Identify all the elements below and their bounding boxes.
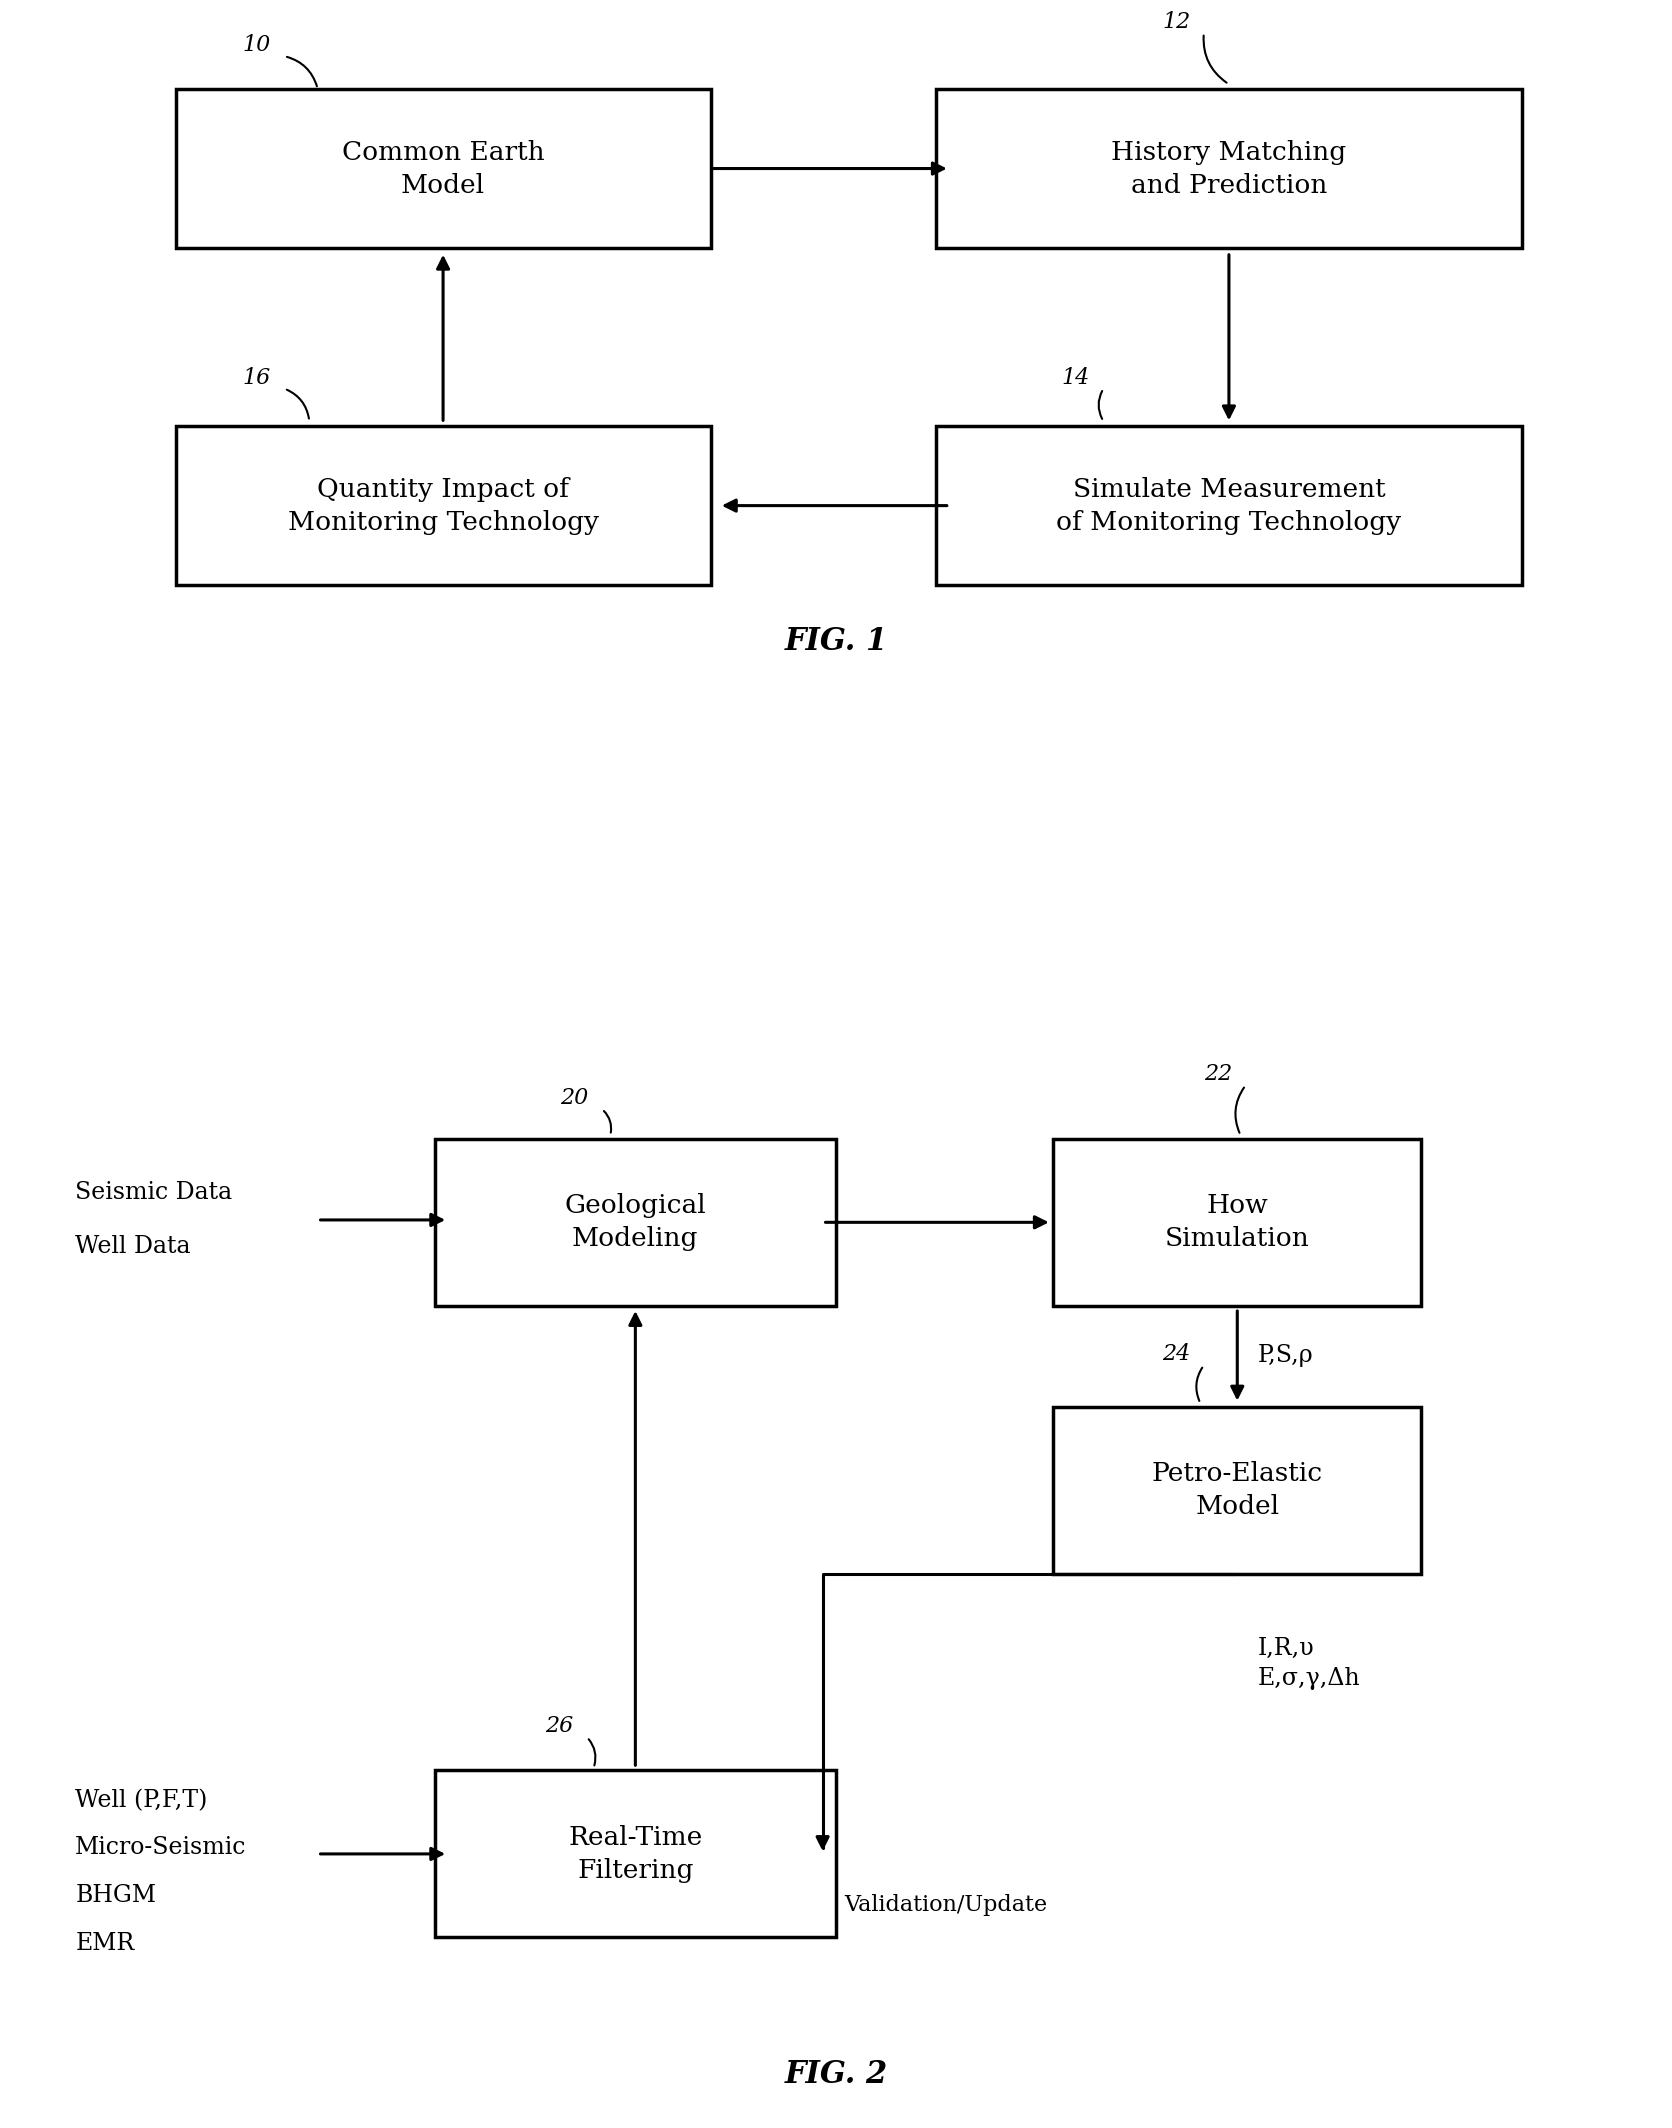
FancyBboxPatch shape <box>176 426 711 585</box>
Text: 20: 20 <box>560 1087 589 1109</box>
Text: P,S,ρ: P,S,ρ <box>1257 1345 1313 1368</box>
Text: I,R,υ
E,σ,γ,Δh: I,R,υ E,σ,γ,Δh <box>1257 1636 1359 1690</box>
FancyBboxPatch shape <box>435 1770 836 1936</box>
Text: 26: 26 <box>545 1715 573 1736</box>
Text: 12: 12 <box>1162 11 1190 32</box>
FancyBboxPatch shape <box>435 1138 836 1307</box>
Text: 24: 24 <box>1162 1343 1190 1366</box>
FancyBboxPatch shape <box>1053 1407 1421 1575</box>
Text: Real-Time
Filtering: Real-Time Filtering <box>568 1826 702 1883</box>
Text: Seismic Data: Seismic Data <box>75 1181 232 1204</box>
Text: Well (P,F,T): Well (P,F,T) <box>75 1790 207 1811</box>
Text: 16: 16 <box>242 366 271 389</box>
Text: Simulate Measurement
of Monitoring Technology: Simulate Measurement of Monitoring Techn… <box>1057 477 1401 534</box>
Text: BHGM: BHGM <box>75 1883 157 1907</box>
Text: Common Earth
Model: Common Earth Model <box>341 140 545 198</box>
Text: How
Simulation: How Simulation <box>1165 1194 1309 1251</box>
FancyBboxPatch shape <box>1053 1138 1421 1307</box>
FancyBboxPatch shape <box>936 89 1522 249</box>
Text: EMR: EMR <box>75 1932 134 1956</box>
Text: Geological
Modeling: Geological Modeling <box>565 1194 706 1251</box>
FancyBboxPatch shape <box>936 426 1522 585</box>
Text: Micro-Seismic: Micro-Seismic <box>75 1836 246 1860</box>
Text: 10: 10 <box>242 34 271 55</box>
Text: Well Data: Well Data <box>75 1234 191 1258</box>
Text: FIG. 1: FIG. 1 <box>784 626 888 658</box>
Text: FIG. 2: FIG. 2 <box>784 2060 888 2090</box>
FancyBboxPatch shape <box>176 89 711 249</box>
Text: History Matching
and Prediction: History Matching and Prediction <box>1112 140 1346 198</box>
Text: Validation/Update: Validation/Update <box>844 1894 1047 1917</box>
Text: 14: 14 <box>1062 366 1090 389</box>
Text: Petro-Elastic
Model: Petro-Elastic Model <box>1152 1462 1323 1519</box>
Text: 22: 22 <box>1204 1064 1232 1085</box>
Text: Quantity Impact of
Monitoring Technology: Quantity Impact of Monitoring Technology <box>288 477 599 534</box>
